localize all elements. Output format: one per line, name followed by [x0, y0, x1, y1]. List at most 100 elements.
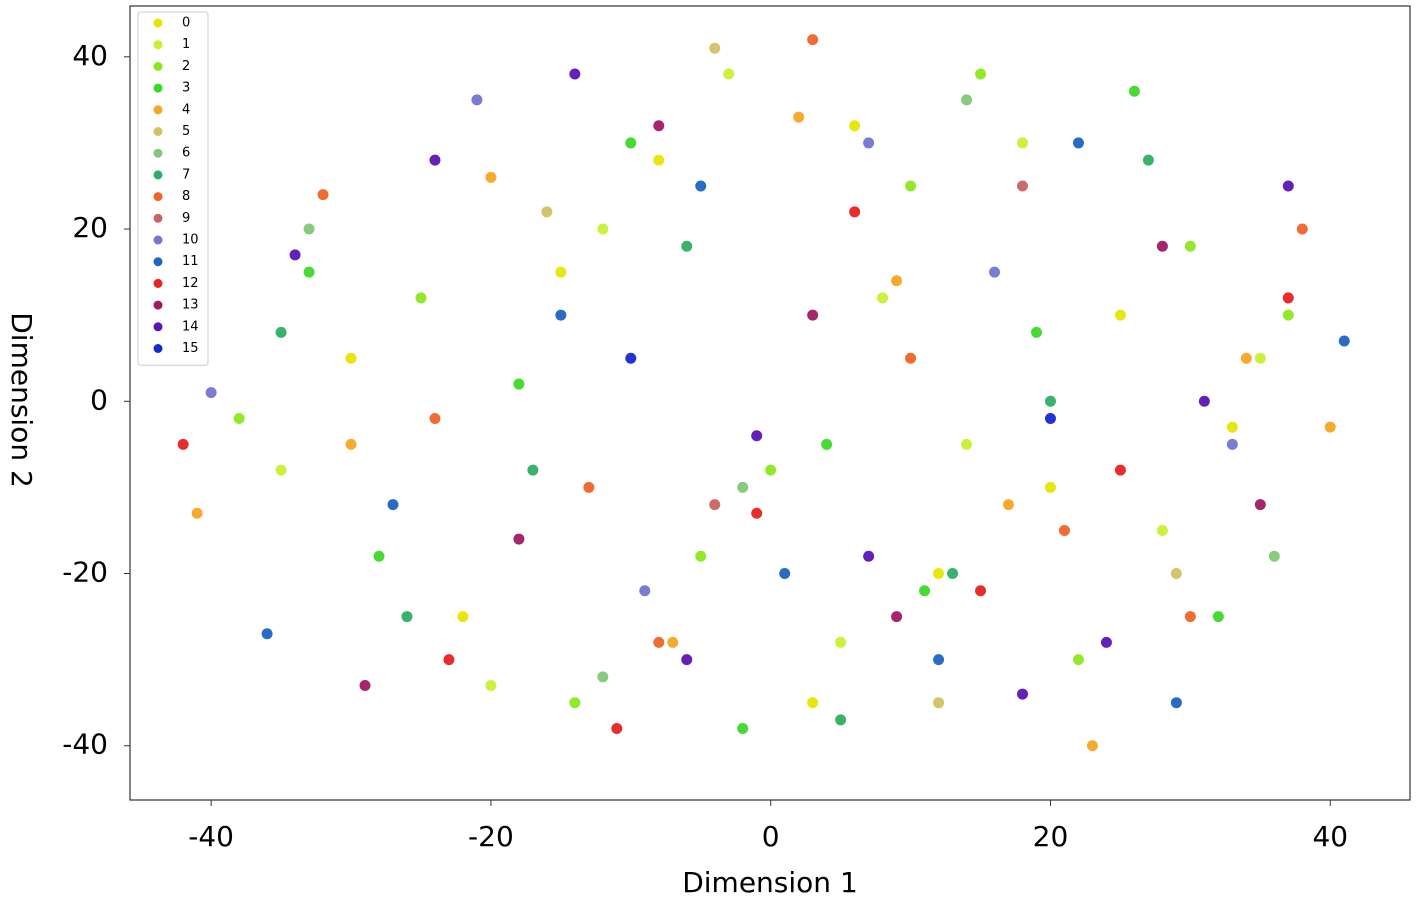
legend-label: 9: [182, 211, 190, 226]
point: [905, 180, 917, 192]
legend-marker: [153, 148, 163, 158]
legend-marker: [153, 105, 163, 115]
legend-marker: [153, 192, 163, 202]
point: [415, 292, 427, 304]
point: [1240, 352, 1252, 364]
point: [975, 68, 987, 80]
point: [387, 499, 399, 511]
legend-label: 5: [182, 124, 190, 139]
y-tick-label: 40: [72, 39, 108, 72]
legend-marker: [153, 61, 163, 71]
point: [583, 481, 595, 493]
point: [625, 137, 637, 149]
point: [1296, 223, 1308, 235]
point: [989, 266, 1001, 278]
point: [429, 154, 441, 166]
point: [1198, 395, 1210, 407]
point: [373, 550, 385, 562]
point: [779, 568, 791, 580]
point: [191, 507, 203, 519]
point: [485, 679, 497, 691]
point: [555, 266, 567, 278]
point: [863, 550, 875, 562]
point: [1184, 240, 1196, 252]
point: [849, 206, 861, 218]
point: [863, 137, 875, 149]
point: [961, 94, 973, 106]
point: [821, 438, 833, 450]
point: [737, 723, 749, 735]
point: [303, 266, 315, 278]
point: [401, 611, 413, 623]
point: [513, 378, 525, 390]
point: [751, 507, 763, 519]
point: [457, 611, 469, 623]
point: [597, 223, 609, 235]
legend-marker: [153, 257, 163, 267]
y-tick-label: -40: [62, 728, 108, 761]
legend-marker: [153, 322, 163, 332]
x-tick-label: -20: [468, 820, 514, 853]
point: [1058, 524, 1070, 536]
point: [1100, 636, 1112, 648]
point: [345, 352, 357, 364]
point: [1114, 464, 1126, 476]
point: [317, 189, 329, 201]
point: [933, 697, 945, 709]
point: [597, 671, 609, 683]
plot-frame: [129, 5, 1411, 801]
legend-box: [137, 11, 209, 366]
legend-marker: [153, 300, 163, 310]
point: [1282, 292, 1294, 304]
point: [1128, 85, 1140, 97]
point: [1030, 326, 1042, 338]
legend-label: 2: [182, 59, 190, 74]
point: [975, 585, 987, 597]
y-tick-label: 0: [90, 383, 108, 416]
point: [1072, 137, 1084, 149]
point: [849, 120, 861, 132]
legend-marker: [153, 40, 163, 50]
point: [695, 550, 707, 562]
point: [961, 438, 973, 450]
point: [1268, 550, 1280, 562]
point: [1017, 688, 1029, 700]
legend-label: 15: [182, 341, 199, 356]
point: [513, 533, 525, 545]
point: [625, 352, 637, 364]
point: [555, 309, 567, 321]
x-tick-label: -40: [188, 820, 234, 853]
point: [835, 714, 847, 726]
x-tick-label: 20: [1033, 820, 1069, 853]
legend-marker: [153, 18, 163, 28]
point: [569, 68, 581, 80]
point: [681, 240, 693, 252]
point: [1226, 421, 1238, 433]
legend-label: 3: [182, 81, 190, 96]
point: [1003, 499, 1015, 511]
point: [177, 438, 189, 450]
point: [275, 326, 287, 338]
legend-marker: [153, 127, 163, 136]
point: [443, 654, 455, 666]
point: [765, 464, 777, 476]
point: [807, 34, 819, 46]
point: [1156, 240, 1168, 252]
point: [653, 120, 665, 132]
point: [723, 68, 735, 80]
point: [891, 611, 903, 623]
point: [1156, 524, 1168, 536]
y-tick-label: 20: [72, 211, 108, 244]
point: [261, 628, 273, 640]
legend-label: 12: [182, 276, 199, 291]
point: [485, 171, 497, 183]
point: [751, 430, 763, 442]
point: [611, 723, 623, 735]
point: [695, 180, 707, 192]
point: [303, 223, 315, 235]
point: [275, 464, 287, 476]
point: [1142, 154, 1154, 166]
point: [905, 352, 917, 364]
point: [569, 697, 581, 709]
